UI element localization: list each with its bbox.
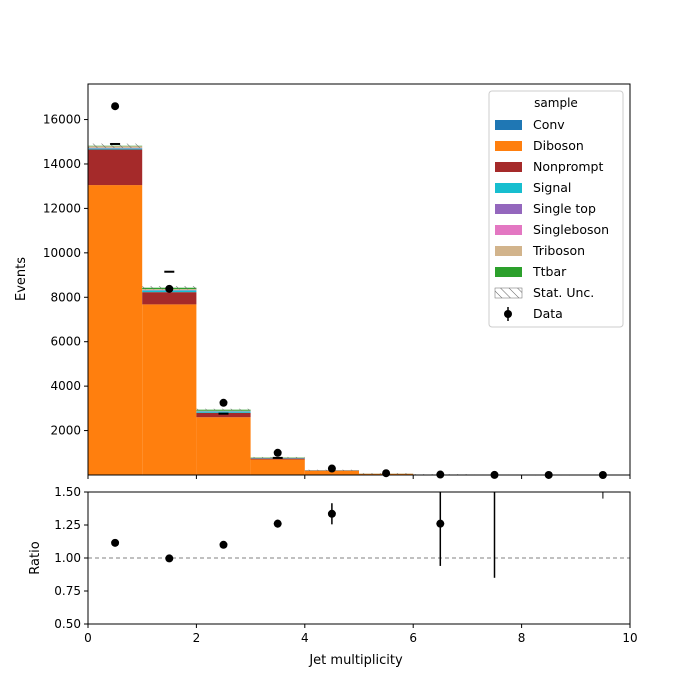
stat-unc-band-2 xyxy=(196,408,251,411)
legend-label-triboson: Triboson xyxy=(532,243,585,258)
x-tick-label-10: 10 xyxy=(622,631,637,645)
y-axis-label-main: Events xyxy=(14,257,29,301)
x-tick-label-8: 8 xyxy=(518,631,526,645)
legend-label-diboson: Diboson xyxy=(533,138,584,153)
main-panel: 2000 4000 6000 8000 10000 12000 14000 16000 xyxy=(43,83,631,479)
data-point-4 xyxy=(327,464,336,473)
ratio-point-2 xyxy=(219,540,228,549)
y-tick-label-ratio-2: 1.00 xyxy=(54,551,81,565)
ratio-panel: 0.50 0.75 1.00 1.25 1.50 0 2 4 6 8 10 xyxy=(54,485,637,645)
data-point-1 xyxy=(165,284,174,293)
legend-swatch-signal xyxy=(495,183,522,193)
y-tick-label-main-16000: 16000 xyxy=(43,113,81,127)
y-axis-label-ratio: Ratio xyxy=(28,541,43,574)
bar-diboson-2 xyxy=(196,417,251,475)
ratio-point-3 xyxy=(273,519,282,528)
bar-diboson-1 xyxy=(142,304,197,475)
legend: sample Conv Diboson Nonprompt Signal Single t… xyxy=(488,90,624,328)
y-tick-label-main-6000: 6000 xyxy=(50,335,81,349)
legend-label-data: Data xyxy=(533,306,563,321)
y-tick-label-ratio-3: 1.25 xyxy=(54,518,81,532)
legend-swatch-single-top xyxy=(495,204,522,214)
y-tick-label-main-2000: 2000 xyxy=(50,424,81,438)
legend-swatch-stat-unc xyxy=(494,287,523,299)
ratio-point-5 xyxy=(436,519,445,528)
legend-label-stat-unc: Stat. Unc. xyxy=(533,285,594,300)
ratio-point-4 xyxy=(327,509,336,518)
legend-swatch-triboson xyxy=(495,246,522,256)
y-tick-label-main-4000: 4000 xyxy=(50,379,81,393)
y-tick-label-main-8000: 8000 xyxy=(50,290,81,304)
x-tick-label-4: 4 xyxy=(301,631,309,645)
bar-nonprompt-0 xyxy=(88,149,143,186)
data-point-5 xyxy=(382,469,391,478)
ratio-point-0 xyxy=(111,538,120,547)
legend-swatch-ttbar xyxy=(495,267,522,277)
legend-label-singleboson: Singleboson xyxy=(533,222,609,237)
stat-unc-band-0 xyxy=(88,143,143,148)
bar-diboson-0 xyxy=(88,185,143,475)
data-point-2 xyxy=(219,398,228,407)
ratio-point-1 xyxy=(165,554,174,563)
y-tick-label-ratio-1: 0.75 xyxy=(54,584,81,598)
legend-label-ttbar: Ttbar xyxy=(532,264,567,279)
x-tick-label-0: 0 xyxy=(84,631,92,645)
legend-box xyxy=(488,90,624,328)
legend-title: sample xyxy=(534,96,578,110)
y-tick-label-main-12000: 12000 xyxy=(43,201,81,215)
legend-data-marker xyxy=(504,310,512,318)
y-tick-label-ratio-0: 0.50 xyxy=(54,617,81,631)
y-tick-label-main-14000: 14000 xyxy=(43,157,81,171)
legend-swatch-singleboson xyxy=(495,225,522,235)
bar-signal-2 xyxy=(196,411,251,413)
x-axis-label: Jet multiplicity xyxy=(308,653,403,668)
bar-nonprompt-1 xyxy=(142,292,197,305)
bar-diboson-3 xyxy=(250,459,305,475)
legend-swatch-diboson xyxy=(495,141,522,151)
data-point-3 xyxy=(273,448,282,457)
bar-diboson-4 xyxy=(304,470,359,475)
legend-label-nonprompt: Nonprompt xyxy=(533,159,603,174)
data-point-0 xyxy=(111,102,120,111)
x-tick-label-6: 6 xyxy=(409,631,417,645)
y-tick-label-main-10000: 10000 xyxy=(43,246,81,260)
legend-label-signal: Signal xyxy=(533,180,571,195)
y-tick-label-ratio-4: 1.50 xyxy=(54,485,81,499)
legend-swatch-nonprompt xyxy=(495,162,522,172)
bar-nonprompt-3 xyxy=(250,458,305,460)
bar-nonprompt-2 xyxy=(196,412,251,418)
legend-label-single-top: Single top xyxy=(533,201,596,216)
x-tick-label-2: 2 xyxy=(193,631,201,645)
legend-label-conv: Conv xyxy=(533,117,565,132)
legend-swatch-conv xyxy=(495,120,522,130)
bar-signal-0 xyxy=(88,148,143,150)
main-axes-frame xyxy=(87,83,631,476)
